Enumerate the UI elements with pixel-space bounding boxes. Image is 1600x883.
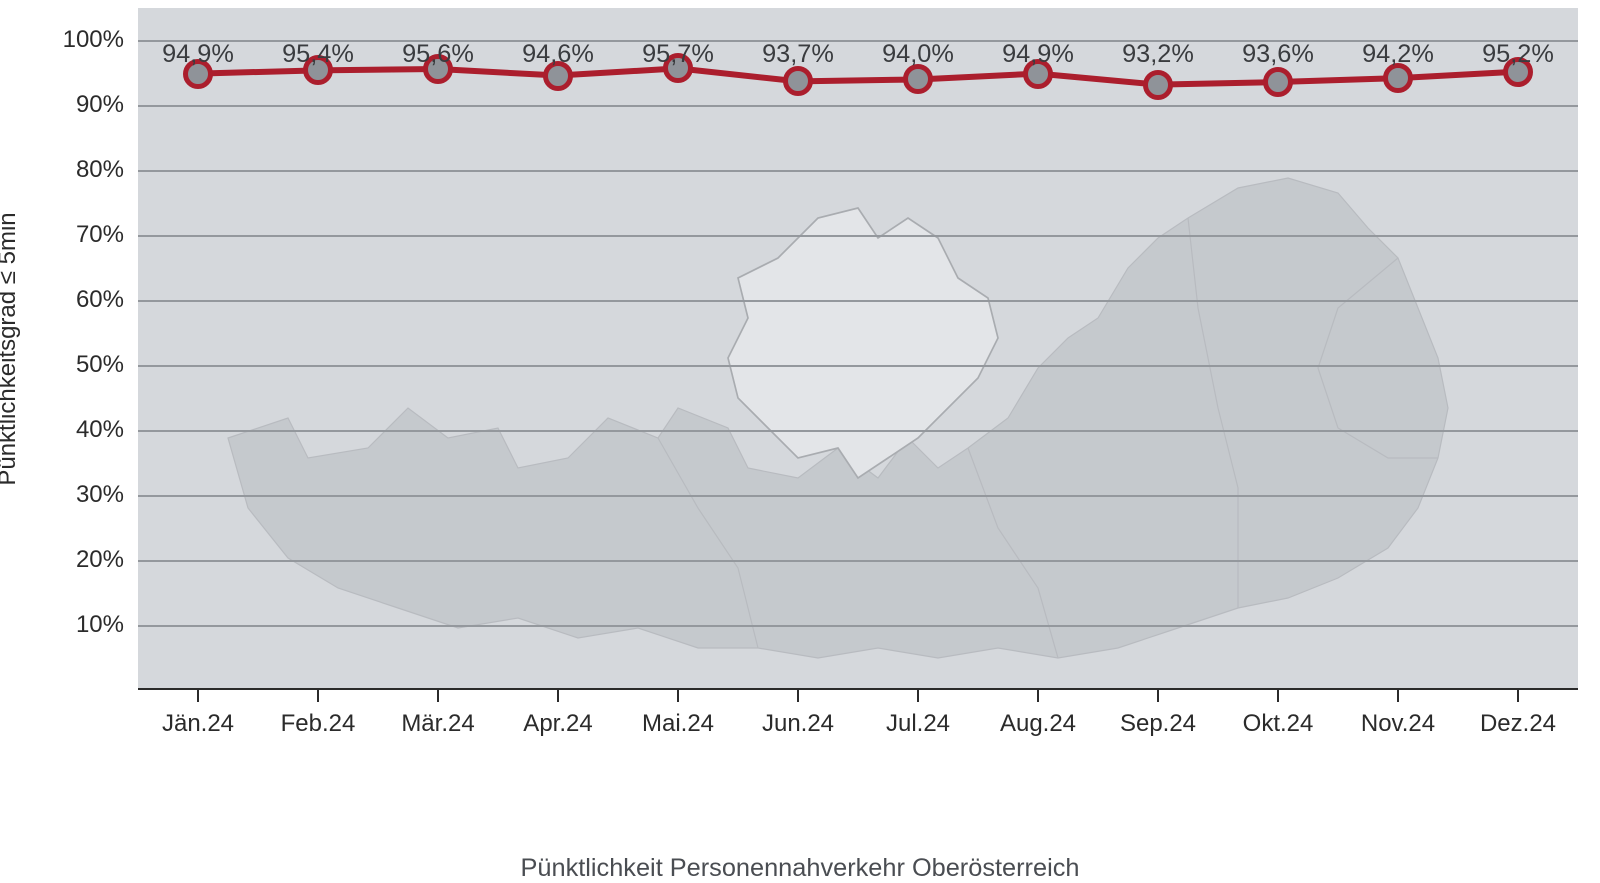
gridline bbox=[138, 235, 1578, 237]
x-tick bbox=[1157, 690, 1159, 702]
x-axis-title: Pünktlichkeit Personennahverkehr Oberöst… bbox=[521, 854, 1080, 883]
x-tick bbox=[557, 690, 559, 702]
data-marker bbox=[1143, 70, 1173, 100]
data-label: 93,7% bbox=[762, 40, 834, 69]
y-tick-label: 50% bbox=[76, 351, 124, 379]
x-tick bbox=[437, 690, 439, 702]
gridline bbox=[138, 430, 1578, 432]
y-tick-label: 10% bbox=[76, 611, 124, 639]
data-label: 95,4% bbox=[282, 40, 354, 69]
y-tick-label: 20% bbox=[76, 546, 124, 574]
x-tick-label: Mai.24 bbox=[642, 710, 714, 738]
x-tick bbox=[1037, 690, 1039, 702]
data-label: 93,6% bbox=[1242, 40, 1314, 69]
x-tick-label: Aug.24 bbox=[1000, 710, 1076, 738]
gridline bbox=[138, 495, 1578, 497]
data-label: 94,9% bbox=[162, 40, 234, 69]
x-tick-label: Dez.24 bbox=[1480, 710, 1556, 738]
gridline bbox=[138, 170, 1578, 172]
y-tick-label: 40% bbox=[76, 416, 124, 444]
x-tick-label: Jul.24 bbox=[886, 710, 950, 738]
gridline bbox=[138, 560, 1578, 562]
y-tick-label: 100% bbox=[63, 26, 124, 54]
x-tick bbox=[677, 690, 679, 702]
gridline bbox=[138, 105, 1578, 107]
data-label: 95,7% bbox=[642, 40, 714, 69]
gridline bbox=[138, 300, 1578, 302]
y-tick-label: 80% bbox=[76, 156, 124, 184]
data-label: 94,6% bbox=[522, 40, 594, 69]
x-tick bbox=[197, 690, 199, 702]
y-tick-label: 90% bbox=[76, 91, 124, 119]
x-tick-label: Feb.24 bbox=[281, 710, 356, 738]
x-tick bbox=[1517, 690, 1519, 702]
x-tick bbox=[797, 690, 799, 702]
y-tick-label: 60% bbox=[76, 286, 124, 314]
data-marker bbox=[783, 66, 813, 96]
y-tick-label: 70% bbox=[76, 221, 124, 249]
x-tick-label: Jän.24 bbox=[162, 710, 234, 738]
x-tick-label: Jun.24 bbox=[762, 710, 834, 738]
series-line bbox=[138, 8, 1578, 690]
punctuality-chart: 10% 20% 30% 40% 50% 60% 70% 80% 90% 100% Jän.24 Feb… bbox=[0, 0, 1600, 792]
plot-area: 10%20%30%40%50%60%70%80%90%100%Jän.24Feb… bbox=[138, 8, 1578, 690]
x-tick-label: Mär.24 bbox=[401, 710, 474, 738]
x-tick bbox=[317, 690, 319, 702]
y-axis-title: Pünktlichkeitsgrad ≤ 5min bbox=[0, 212, 22, 485]
data-label: 94,9% bbox=[1002, 40, 1074, 69]
x-tick bbox=[1277, 690, 1279, 702]
gridline bbox=[138, 625, 1578, 627]
data-label: 93,2% bbox=[1122, 40, 1194, 69]
x-tick-label: Apr.24 bbox=[523, 710, 592, 738]
data-label: 94,0% bbox=[882, 40, 954, 69]
x-tick bbox=[917, 690, 919, 702]
data-label: 95,6% bbox=[402, 40, 474, 69]
x-tick-label: Okt.24 bbox=[1243, 710, 1314, 738]
x-tick-label: Nov.24 bbox=[1361, 710, 1435, 738]
y-tick-label: 30% bbox=[76, 481, 124, 509]
data-label: 94,2% bbox=[1362, 40, 1434, 69]
gridline bbox=[138, 365, 1578, 367]
data-label: 95,2% bbox=[1482, 40, 1554, 69]
data-marker bbox=[1263, 67, 1293, 97]
x-tick-label: Sep.24 bbox=[1120, 710, 1196, 738]
x-axis-baseline bbox=[138, 688, 1578, 690]
x-tick bbox=[1397, 690, 1399, 702]
